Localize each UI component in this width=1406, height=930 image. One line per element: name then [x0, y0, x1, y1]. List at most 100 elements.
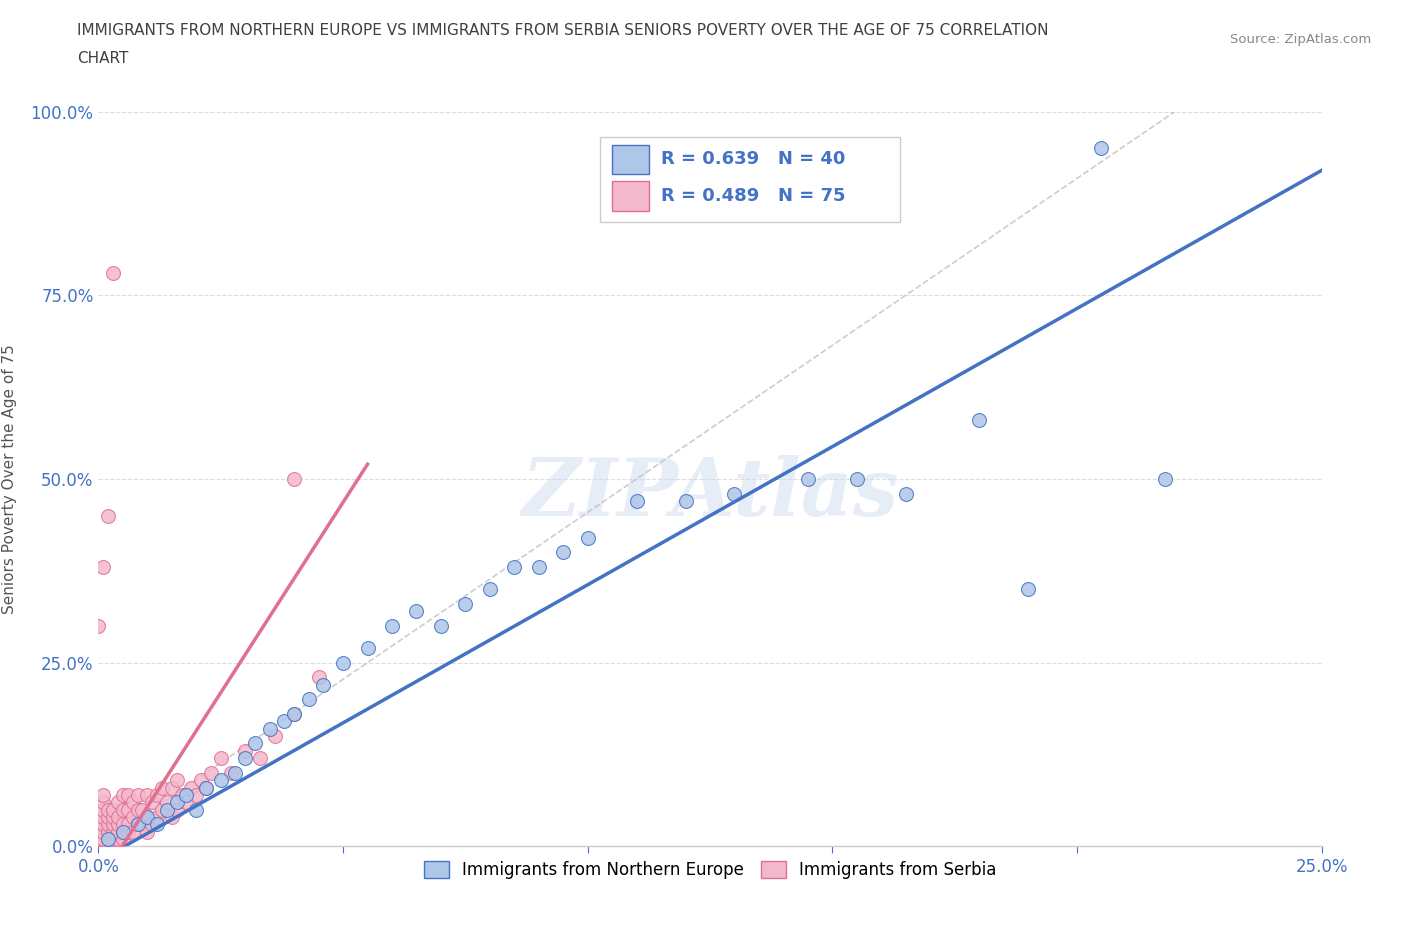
Point — [180, 780, 202, 795]
Point — [97, 817, 120, 831]
Point — [107, 817, 129, 831]
Point — [1154, 472, 1177, 486]
Point — [117, 817, 139, 831]
Point — [101, 817, 124, 831]
Point — [190, 773, 212, 788]
Point — [209, 751, 232, 765]
Point — [141, 817, 163, 831]
Point — [576, 530, 599, 545]
Point — [186, 802, 208, 817]
Point — [298, 692, 321, 707]
Point — [121, 824, 143, 839]
Point — [107, 831, 129, 846]
Point — [176, 788, 198, 803]
Point — [259, 722, 281, 737]
Point — [195, 780, 218, 795]
Point — [101, 809, 124, 824]
Point — [233, 751, 256, 765]
Point — [87, 618, 110, 633]
Point — [136, 809, 159, 824]
Point — [136, 824, 159, 839]
Point — [1090, 141, 1112, 156]
Point — [97, 508, 120, 523]
Point — [101, 266, 124, 281]
Point — [111, 831, 134, 846]
Point — [150, 780, 173, 795]
Point — [97, 824, 120, 839]
Point — [91, 788, 114, 803]
Point — [527, 560, 550, 575]
Point — [195, 780, 218, 795]
Point — [797, 472, 820, 486]
Point — [626, 494, 648, 509]
Point — [111, 788, 134, 803]
Point — [156, 795, 179, 810]
Point — [224, 765, 246, 780]
Legend: Immigrants from Northern Europe, Immigrants from Serbia: Immigrants from Northern Europe, Immigra… — [418, 855, 1002, 885]
Point — [127, 802, 149, 817]
Point — [405, 604, 427, 618]
Point — [219, 765, 242, 780]
Point — [101, 824, 124, 839]
Point — [249, 751, 271, 765]
Point — [166, 802, 188, 817]
Point — [111, 824, 134, 839]
Point — [97, 809, 120, 824]
Point — [283, 472, 305, 486]
Point — [91, 795, 114, 810]
Text: R = 0.489   N = 75: R = 0.489 N = 75 — [661, 187, 845, 206]
Point — [111, 817, 134, 831]
Point — [136, 788, 159, 803]
Point — [166, 795, 188, 810]
Point — [97, 831, 120, 846]
Point — [308, 670, 330, 684]
Text: ZIPAtlas: ZIPAtlas — [522, 455, 898, 532]
Point — [675, 494, 697, 509]
Point — [121, 809, 143, 824]
Point — [273, 714, 295, 729]
Point — [101, 802, 124, 817]
FancyBboxPatch shape — [600, 138, 900, 222]
Bar — [612, 145, 648, 174]
Point — [97, 802, 120, 817]
Point — [166, 773, 188, 788]
Text: IMMIGRANTS FROM NORTHERN EUROPE VS IMMIGRANTS FROM SERBIA SENIORS POVERTY OVER T: IMMIGRANTS FROM NORTHERN EUROPE VS IMMIG… — [77, 23, 1049, 38]
Point — [381, 618, 404, 633]
Point — [91, 809, 114, 824]
Point — [141, 795, 163, 810]
Point — [283, 707, 305, 722]
Point — [127, 788, 149, 803]
Point — [107, 824, 129, 839]
Text: R = 0.639   N = 40: R = 0.639 N = 40 — [661, 151, 845, 168]
Point — [111, 802, 134, 817]
Point — [97, 831, 120, 846]
Point — [131, 802, 153, 817]
Point — [312, 677, 335, 692]
Point — [156, 802, 179, 817]
Bar — [612, 181, 648, 211]
Point — [503, 560, 526, 575]
Point — [101, 831, 124, 846]
Point — [146, 788, 169, 803]
Point — [121, 795, 143, 810]
Point — [186, 788, 208, 803]
Point — [91, 824, 114, 839]
Point — [176, 795, 198, 810]
Point — [553, 545, 575, 560]
Point — [146, 817, 169, 831]
Point — [127, 817, 149, 831]
Point — [87, 831, 110, 846]
Point — [146, 809, 169, 824]
Point — [845, 472, 868, 486]
Point — [454, 596, 477, 611]
Point — [263, 729, 285, 744]
Point — [111, 824, 134, 839]
Text: CHART: CHART — [77, 51, 129, 66]
Point — [107, 795, 129, 810]
Point — [430, 618, 453, 633]
Point — [87, 824, 110, 839]
Point — [91, 817, 114, 831]
Point — [127, 817, 149, 831]
Point — [131, 817, 153, 831]
Point — [117, 824, 139, 839]
